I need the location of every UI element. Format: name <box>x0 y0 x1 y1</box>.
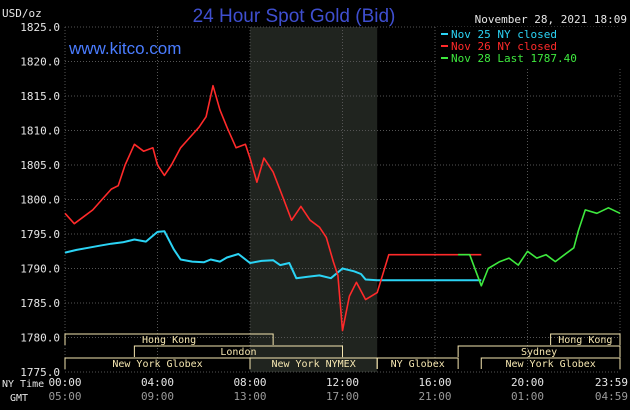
x-tick-label-ny: 04:00 <box>141 376 174 389</box>
x-tick-label-ny: 16:00 <box>418 376 451 389</box>
ny-time-row-label: NY Time <box>2 379 44 390</box>
x-tick-label-ny: 12:00 <box>326 376 359 389</box>
y-tick-label: 1795.0 <box>20 228 60 241</box>
legend-entry-nov28: Nov 28 Last 1787.40 <box>451 52 577 65</box>
timestamp: November 28, 2021 18:09 <box>475 13 627 26</box>
market-label: New York Globex <box>112 359 202 370</box>
market-label: New York NYMEX <box>271 359 355 370</box>
market-bar: Hong Kong <box>64 333 274 346</box>
market-bar: Hong Kong <box>550 333 621 346</box>
x-tick-label-gmt: 05:00 <box>48 390 81 403</box>
x-tick-label-gmt: 13:00 <box>233 390 266 403</box>
gmt-row-label: GMT <box>10 393 28 404</box>
market-bar-outline <box>133 345 343 357</box>
x-tick-label-ny: 08:00 <box>233 376 266 389</box>
legend-box <box>437 27 625 67</box>
shaded-session-region <box>250 27 378 372</box>
market-bar-outline <box>480 357 621 369</box>
y-tick-label: 1775.0 <box>20 366 60 379</box>
legend: Nov 25 NY closed Nov 26 NY closed Nov 28… <box>437 27 625 67</box>
series-line-1 <box>64 84 482 332</box>
y-tick-label: 1790.0 <box>20 263 60 276</box>
market-label: Sydney <box>521 347 557 358</box>
legend-swatch-nov25 <box>441 33 448 35</box>
market-label: New York Globex <box>505 359 595 370</box>
y-tick-label: 1780.0 <box>20 332 60 345</box>
y-tick-label: 1820.0 <box>20 56 60 69</box>
y-tick-label: 1805.0 <box>20 159 60 172</box>
market-bar-outline <box>64 333 274 345</box>
x-tick-label-gmt: 17:00 <box>326 390 359 403</box>
y-axis-ticks: 1775.0 1780.0 1785.0 1790.0 1795.0 1800.0 1805… <box>20 21 60 379</box>
market-bar: New York Globex <box>480 357 621 370</box>
market-bar: NY Globex <box>376 357 459 370</box>
market-label: London <box>220 347 256 358</box>
market-bar: Sydney <box>457 345 621 358</box>
y-tick-label: 1810.0 <box>20 125 60 138</box>
market-label: Hong Kong <box>558 335 612 346</box>
x-tick-label-ny: 20:00 <box>511 376 544 389</box>
market-label: Hong Kong <box>142 335 196 346</box>
series-line-2 <box>458 207 621 287</box>
x-tick-label-gmt: 21:00 <box>418 390 451 403</box>
x-tick-label-ny: 23:59 <box>595 376 628 389</box>
shaded-session-rect <box>250 27 378 372</box>
series-line-0 <box>64 230 482 282</box>
legend-entry-nov25: Nov 25 NY closed <box>451 28 557 41</box>
legend-swatch-nov26 <box>441 45 448 47</box>
x-tick-label-gmt: 01:00 <box>511 390 544 403</box>
y-tick-label: 1800.0 <box>20 194 60 207</box>
legend-swatch-nov28 <box>441 57 448 59</box>
market-label: NY Globex <box>391 359 445 370</box>
market-bar: London <box>133 345 343 358</box>
market-bar-outline <box>550 333 621 345</box>
x-tick-label-gmt: 04:59 <box>595 390 628 403</box>
x-tick-label-ny: 00:00 <box>48 376 81 389</box>
y-tick-label: 1825.0 <box>20 21 60 34</box>
x-tick-label-gmt: 09:00 <box>141 390 174 403</box>
chart-title: 24 Hour Spot Gold (Bid) <box>193 6 396 27</box>
unit-label: USD/oz <box>2 7 42 20</box>
legend-entry-nov26: Nov 26 NY closed <box>451 40 557 53</box>
price-series <box>64 84 621 332</box>
market-bar-outline <box>457 345 621 357</box>
market-bar-outline <box>376 357 459 369</box>
y-tick-label: 1815.0 <box>20 90 60 103</box>
source-subtitle: www.kitco.com <box>68 39 181 58</box>
y-tick-label: 1785.0 <box>20 297 60 310</box>
